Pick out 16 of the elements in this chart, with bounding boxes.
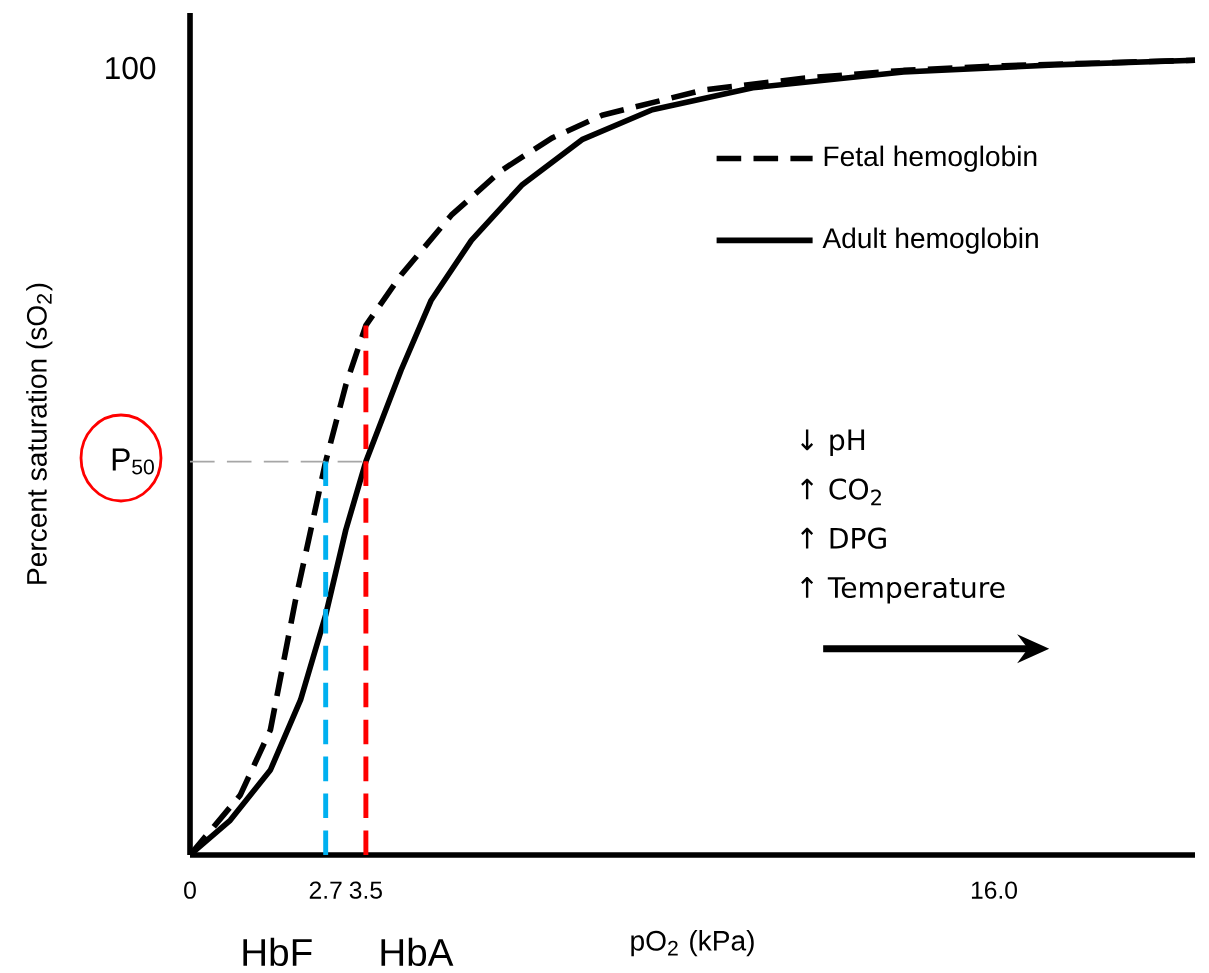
ref-line-label: HbF bbox=[243, 937, 312, 967]
legend-label: Fetal hemoglobin bbox=[824, 145, 1037, 172]
x-tick-label: 3.5 bbox=[349, 881, 382, 899]
x-tick-label: 0 bbox=[184, 881, 196, 899]
annotation: ↑ Temperature bbox=[801, 577, 1005, 604]
annotation: ↑ CO$_{2}$ bbox=[801, 478, 881, 506]
legend-label: Adult hemoglobin bbox=[822, 227, 1038, 254]
ref-line-label: HbA bbox=[381, 937, 454, 967]
x-tick-label: 2.7 bbox=[309, 881, 342, 899]
annotation: ↑ DPG bbox=[801, 527, 886, 549]
y-tick-label: 100 bbox=[106, 56, 156, 80]
y-tick-label: P$_{50}$ bbox=[112, 448, 154, 475]
annotation: ↓ pH bbox=[801, 429, 865, 456]
x-axis-title: pO$_{2}$ (kPa) bbox=[631, 930, 754, 957]
x-tick-label: 16.0 bbox=[971, 881, 1017, 899]
y-axis-title: Percent saturation (sO$_{2}$) bbox=[26, 283, 53, 584]
